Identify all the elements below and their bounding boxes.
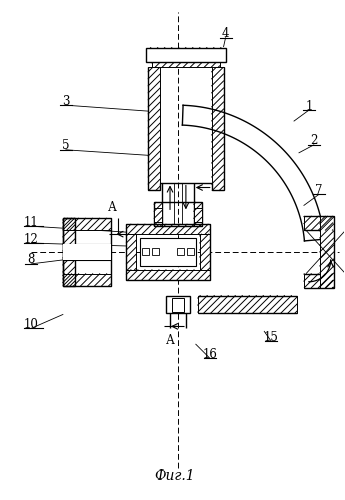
Bar bbox=[63, 218, 110, 230]
Text: 8: 8 bbox=[28, 254, 35, 266]
Bar bbox=[142, 248, 149, 255]
Bar bbox=[126, 224, 210, 280]
Bar bbox=[126, 234, 136, 270]
Bar bbox=[154, 202, 162, 226]
Bar bbox=[140, 238, 196, 266]
Text: Фиг.1: Фиг.1 bbox=[155, 469, 195, 483]
Text: 11: 11 bbox=[24, 216, 39, 228]
Text: А: А bbox=[166, 334, 175, 347]
Bar bbox=[194, 202, 202, 226]
Bar bbox=[166, 296, 190, 314]
Text: 5: 5 bbox=[62, 140, 70, 152]
Text: 10: 10 bbox=[24, 318, 39, 331]
Text: 4: 4 bbox=[222, 28, 229, 40]
Text: 1: 1 bbox=[305, 100, 313, 112]
Bar bbox=[63, 274, 110, 285]
Bar bbox=[212, 68, 224, 190]
Bar bbox=[63, 218, 75, 286]
Text: 2: 2 bbox=[310, 134, 317, 147]
Bar bbox=[63, 218, 75, 286]
Bar bbox=[304, 274, 333, 287]
Bar bbox=[152, 62, 220, 68]
Bar bbox=[126, 270, 210, 280]
Text: 16: 16 bbox=[202, 348, 217, 360]
Bar bbox=[154, 202, 202, 226]
Bar bbox=[304, 216, 333, 230]
Text: 3: 3 bbox=[62, 94, 70, 108]
Bar bbox=[148, 48, 224, 62]
Bar bbox=[126, 224, 210, 234]
Bar bbox=[177, 248, 184, 255]
Bar bbox=[148, 68, 160, 190]
Bar bbox=[187, 248, 194, 255]
Bar bbox=[172, 298, 184, 312]
Bar bbox=[200, 234, 210, 270]
Bar bbox=[198, 296, 297, 314]
Bar bbox=[152, 248, 159, 255]
Bar bbox=[154, 208, 162, 222]
Text: А: А bbox=[108, 202, 117, 214]
Bar bbox=[146, 48, 226, 62]
Bar bbox=[320, 216, 334, 288]
Text: 15: 15 bbox=[264, 331, 279, 344]
Bar bbox=[63, 218, 110, 286]
Bar bbox=[194, 208, 202, 222]
Text: 7: 7 bbox=[315, 184, 323, 197]
Bar bbox=[63, 244, 110, 260]
Text: 12: 12 bbox=[24, 232, 39, 245]
